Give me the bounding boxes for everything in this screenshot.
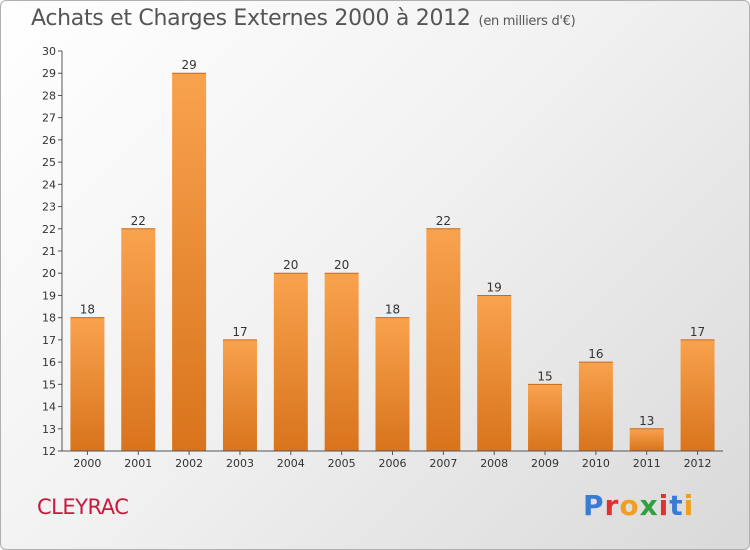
y-tick-label: 23 bbox=[42, 201, 56, 214]
y-tick-label: 29 bbox=[42, 67, 56, 80]
x-tick-label: 2000 bbox=[73, 457, 101, 470]
x-tick-label: 2004 bbox=[277, 457, 305, 470]
y-tick-label: 14 bbox=[42, 401, 56, 414]
logo-letter: i bbox=[658, 489, 670, 522]
y-tick-label: 27 bbox=[42, 112, 56, 125]
logo-letter: o bbox=[619, 489, 640, 522]
y-tick-label: 28 bbox=[42, 89, 56, 102]
logo-letter: x bbox=[639, 489, 659, 522]
bar bbox=[273, 273, 308, 451]
x-tick-label: 2012 bbox=[684, 457, 712, 470]
x-tick-label: 2007 bbox=[429, 457, 457, 470]
logo-letter: r bbox=[604, 489, 620, 522]
bar bbox=[121, 228, 156, 451]
bar bbox=[680, 339, 715, 451]
x-tick-label: 2003 bbox=[226, 457, 254, 470]
data-label: 17 bbox=[690, 325, 705, 339]
commune-name: CLEYRAC bbox=[37, 495, 129, 519]
chart-title-text: Achats et Charges Externes 2000 à 2012 bbox=[31, 6, 471, 31]
x-tick-label: 2002 bbox=[175, 457, 203, 470]
data-label: 20 bbox=[283, 258, 298, 272]
x-tick-label: 2005 bbox=[328, 457, 356, 470]
y-tick-label: 22 bbox=[42, 223, 56, 236]
bar bbox=[375, 317, 410, 451]
y-tick-label: 20 bbox=[42, 267, 56, 280]
bar bbox=[629, 428, 664, 451]
y-tick-label: 26 bbox=[42, 134, 56, 147]
bar bbox=[528, 384, 563, 451]
bar bbox=[426, 228, 461, 451]
y-tick-label: 17 bbox=[42, 334, 56, 347]
x-tick-label: 2001 bbox=[124, 457, 152, 470]
x-tick-label: 2008 bbox=[480, 457, 508, 470]
data-label: 19 bbox=[487, 280, 502, 294]
bar bbox=[70, 317, 105, 451]
y-tick-label: 15 bbox=[42, 378, 56, 391]
x-tick-label: 2009 bbox=[531, 457, 559, 470]
bar bbox=[222, 339, 257, 451]
y-tick-label: 24 bbox=[42, 178, 56, 191]
bars-group: 18 22 29 17 20 20 18 22 19 15 16 13 17 bbox=[70, 58, 715, 451]
bar bbox=[324, 273, 359, 451]
chart-title: Achats et Charges Externes 2000 à 2012 (e… bbox=[31, 6, 576, 31]
y-tick-label: 19 bbox=[42, 289, 56, 302]
proxiti-logo[interactable]: Proxiti bbox=[583, 489, 694, 522]
y-tick-label: 30 bbox=[42, 45, 56, 58]
y-tick-label: 18 bbox=[42, 312, 56, 325]
logo-letter: i bbox=[683, 489, 695, 522]
y-tick-label: 13 bbox=[42, 423, 56, 436]
data-label: 20 bbox=[334, 258, 349, 272]
x-tick-label: 2011 bbox=[633, 457, 661, 470]
data-label: 13 bbox=[639, 414, 654, 428]
y-tick-label: 12 bbox=[42, 445, 56, 458]
y-tick-label: 16 bbox=[42, 356, 56, 369]
data-label: 22 bbox=[131, 214, 146, 228]
x-tick-label: 2006 bbox=[379, 457, 407, 470]
y-tick-label: 21 bbox=[42, 245, 56, 258]
data-label: 18 bbox=[80, 303, 95, 317]
logo-letter: t bbox=[669, 489, 684, 522]
data-label: 17 bbox=[232, 325, 247, 339]
data-label: 22 bbox=[436, 214, 451, 228]
data-label: 18 bbox=[385, 303, 400, 317]
chart-unit: (en milliers d'€) bbox=[478, 14, 576, 29]
bar bbox=[172, 73, 207, 451]
data-label: 16 bbox=[588, 347, 603, 361]
data-label: 29 bbox=[181, 58, 196, 72]
data-label: 15 bbox=[537, 369, 552, 383]
bar bbox=[578, 362, 613, 451]
y-tick-label: 25 bbox=[42, 156, 56, 169]
logo-letter: P bbox=[583, 489, 605, 522]
bar bbox=[477, 295, 512, 451]
axes-group: 12 13 14 15 16 17 18 19 20 21 22 23 24 25 26 27 28 29 30 20… bbox=[42, 45, 723, 470]
x-tick-label: 2010 bbox=[582, 457, 610, 470]
